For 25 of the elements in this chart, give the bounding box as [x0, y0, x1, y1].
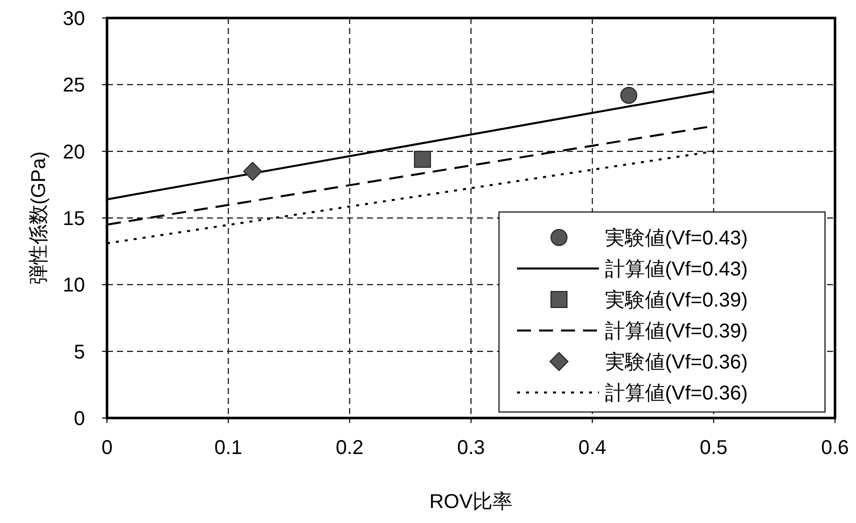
x-tick-label: 0.4 — [578, 437, 606, 459]
x-tick-label: 0 — [101, 437, 113, 459]
x-tick-label: 0.2 — [336, 437, 364, 459]
legend-label: 計算値(Vf=0.36) — [605, 382, 748, 404]
y-tick-label: 20 — [62, 141, 85, 164]
x-tick-label: 0.3 — [457, 437, 485, 459]
legend-label: 実験値(Vf=0.43) — [605, 226, 748, 250]
point — [414, 150, 431, 168]
y-tick-label: 5 — [74, 341, 85, 364]
y-tick-label: 30 — [62, 8, 85, 30]
x-axis-title: ROV比率 — [429, 491, 513, 513]
y-tick-label: 25 — [62, 74, 85, 97]
y-axis-title: 弾性係数(GPa) — [28, 151, 50, 285]
x-tick-label: 0.1 — [214, 437, 242, 459]
legend-label: 実験値(Vf=0.39) — [605, 288, 748, 312]
x-tick-label: 0.5 — [700, 437, 728, 459]
point — [620, 86, 638, 104]
y-tick-label: 10 — [62, 274, 85, 297]
point — [243, 162, 262, 181]
y-tick-label: 15 — [62, 208, 85, 230]
legend-label: 計算値(Vf=0.43) — [605, 258, 748, 280]
y-tick-label: 0 — [74, 408, 85, 430]
legend-label: 実験値(Vf=0.36) — [605, 350, 748, 374]
legend-label: 計算値(Vf=0.39) — [605, 320, 748, 342]
x-tick-label: 0.6 — [821, 437, 849, 459]
